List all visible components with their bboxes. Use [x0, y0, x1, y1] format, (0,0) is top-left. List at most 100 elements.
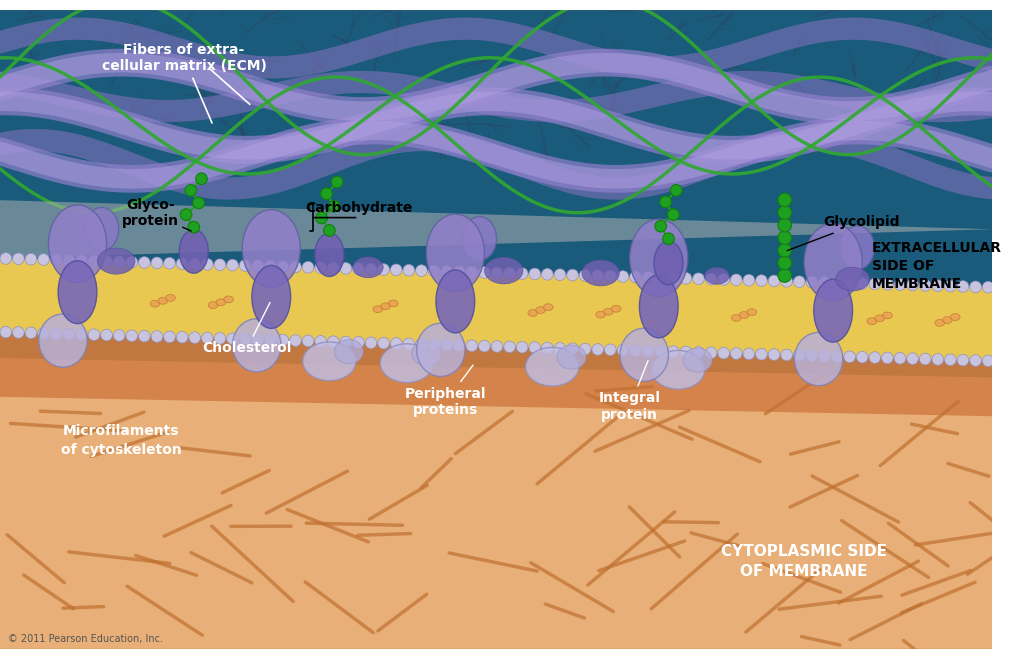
Ellipse shape	[373, 306, 383, 312]
Ellipse shape	[353, 257, 383, 277]
Circle shape	[290, 261, 301, 273]
Circle shape	[659, 196, 672, 208]
Circle shape	[529, 268, 541, 280]
Circle shape	[668, 272, 679, 284]
Circle shape	[778, 206, 792, 219]
Circle shape	[100, 330, 113, 341]
Circle shape	[126, 330, 137, 341]
Circle shape	[328, 262, 339, 274]
Circle shape	[478, 267, 490, 278]
Ellipse shape	[611, 305, 621, 312]
Circle shape	[504, 341, 515, 353]
Circle shape	[944, 280, 956, 292]
Polygon shape	[0, 11, 992, 407]
Circle shape	[604, 344, 616, 356]
Circle shape	[352, 263, 365, 275]
Circle shape	[390, 264, 402, 275]
Ellipse shape	[151, 301, 160, 307]
Circle shape	[630, 271, 641, 283]
Circle shape	[592, 343, 603, 355]
Circle shape	[185, 185, 197, 196]
Circle shape	[50, 328, 62, 339]
Ellipse shape	[97, 248, 135, 274]
Ellipse shape	[639, 275, 678, 338]
Circle shape	[226, 333, 239, 345]
Circle shape	[164, 331, 175, 343]
Circle shape	[152, 331, 163, 342]
Circle shape	[390, 337, 402, 349]
Circle shape	[278, 261, 289, 272]
Text: Fibers of extra-
cellular matrix (ECM): Fibers of extra- cellular matrix (ECM)	[101, 43, 266, 123]
Circle shape	[781, 349, 793, 360]
Circle shape	[88, 329, 99, 341]
Ellipse shape	[232, 319, 281, 372]
Circle shape	[202, 332, 213, 344]
Circle shape	[566, 270, 579, 281]
Ellipse shape	[436, 270, 475, 333]
Circle shape	[718, 273, 729, 285]
Circle shape	[352, 337, 365, 348]
Circle shape	[252, 260, 263, 272]
Circle shape	[894, 279, 906, 291]
Circle shape	[62, 328, 75, 340]
Circle shape	[730, 274, 742, 286]
Circle shape	[440, 266, 453, 277]
Circle shape	[907, 353, 919, 364]
Circle shape	[844, 351, 855, 362]
Ellipse shape	[388, 300, 398, 306]
Circle shape	[100, 256, 113, 268]
Circle shape	[138, 257, 151, 268]
Circle shape	[680, 346, 692, 358]
Circle shape	[806, 350, 817, 362]
Circle shape	[894, 353, 906, 364]
Circle shape	[226, 259, 239, 271]
Circle shape	[794, 349, 805, 361]
Ellipse shape	[795, 332, 843, 386]
Circle shape	[982, 355, 994, 366]
Circle shape	[617, 345, 629, 356]
Text: Microfilaments
of cytoskeleton: Microfilaments of cytoskeleton	[60, 424, 181, 457]
Circle shape	[278, 334, 289, 346]
Circle shape	[38, 254, 49, 266]
Circle shape	[126, 256, 137, 268]
Circle shape	[340, 336, 351, 348]
Circle shape	[329, 200, 340, 212]
Circle shape	[630, 345, 641, 357]
Ellipse shape	[582, 260, 620, 286]
Circle shape	[856, 277, 868, 289]
Circle shape	[671, 185, 682, 196]
Circle shape	[970, 355, 981, 366]
Polygon shape	[0, 200, 992, 258]
Ellipse shape	[739, 312, 749, 318]
Circle shape	[818, 351, 830, 362]
Circle shape	[240, 260, 251, 272]
Text: Carbohydrate: Carbohydrate	[305, 201, 412, 215]
Circle shape	[314, 335, 327, 347]
Ellipse shape	[544, 304, 553, 310]
Circle shape	[718, 347, 729, 359]
Circle shape	[907, 279, 919, 291]
Polygon shape	[0, 281, 992, 503]
Ellipse shape	[950, 314, 961, 320]
Circle shape	[252, 333, 263, 345]
Circle shape	[88, 255, 99, 267]
Circle shape	[196, 173, 207, 185]
Circle shape	[542, 342, 553, 354]
Ellipse shape	[380, 344, 433, 382]
Ellipse shape	[484, 257, 523, 284]
Circle shape	[0, 326, 11, 338]
Circle shape	[970, 281, 981, 293]
Ellipse shape	[252, 266, 291, 328]
Circle shape	[663, 233, 674, 244]
Ellipse shape	[603, 308, 613, 315]
Ellipse shape	[620, 328, 669, 382]
Ellipse shape	[303, 342, 356, 381]
Ellipse shape	[208, 302, 218, 308]
Ellipse shape	[525, 347, 579, 386]
Ellipse shape	[48, 205, 106, 283]
Circle shape	[818, 277, 830, 288]
Text: CYTOPLASMIC SIDE
OF MEMBRANE: CYTOPLASMIC SIDE OF MEMBRANE	[721, 544, 887, 579]
Ellipse shape	[536, 306, 546, 314]
Ellipse shape	[58, 261, 97, 324]
Circle shape	[642, 272, 654, 283]
